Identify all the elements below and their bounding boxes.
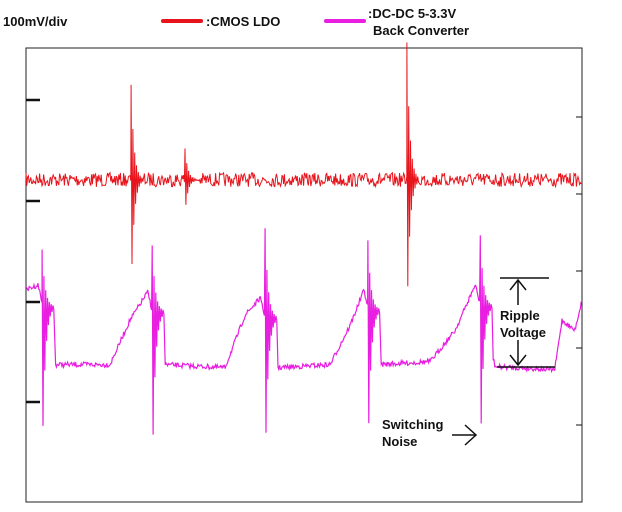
ripple-annotation (497, 277, 555, 368)
noise-label-2: Noise (382, 434, 417, 449)
trace-cmos-ldo (25, 42, 582, 287)
legend-label-dcdc-1: :DC-DC 5-3.3V (368, 6, 456, 21)
noise-label-1: Switching (382, 417, 443, 432)
ripple-label-1: Ripple (500, 308, 540, 323)
axis-ticks (26, 98, 582, 426)
noise-arrow (452, 424, 478, 446)
plot-frame (25, 47, 583, 503)
legend-label-dcdc-2: Back Converter (373, 23, 469, 38)
scale-label: 100mV/div (3, 14, 68, 29)
traces (25, 42, 582, 435)
legend-label-ldo: :CMOS LDO (206, 14, 280, 29)
ripple-label-2: Voltage (500, 325, 546, 340)
trace-dcdc-converter (25, 228, 582, 435)
